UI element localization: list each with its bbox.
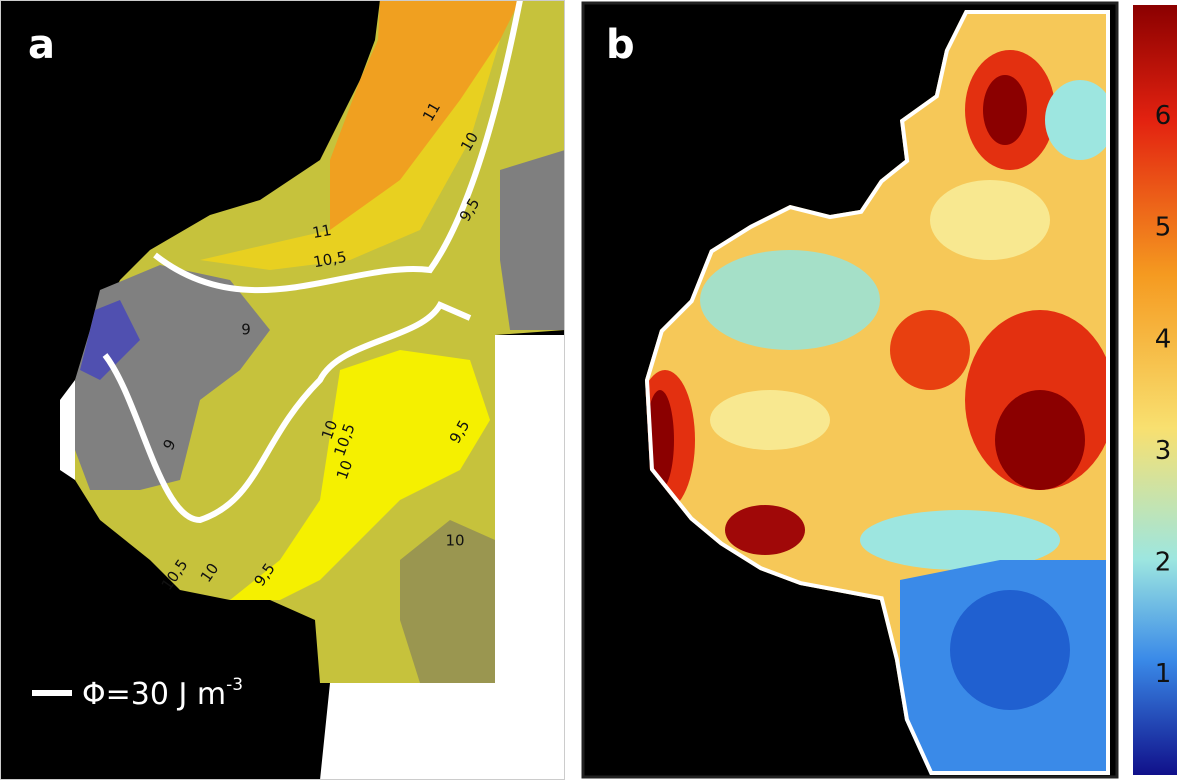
colorbar-tick-label: 5 <box>1155 213 1172 243</box>
contour-label: 9 <box>241 321 251 339</box>
panel-label: b <box>606 22 635 68</box>
legend-superscript: -3 <box>226 675 243 695</box>
figure: a Φ=30 J m-3 b 11109,51110,5991010, <box>0 0 1177 780</box>
colorbar-tick-label: 1 <box>1155 659 1172 689</box>
legend-main: Φ=30 J m <box>82 677 226 712</box>
field <box>725 505 805 555</box>
field <box>700 250 880 350</box>
zone <box>500 150 565 330</box>
field <box>930 180 1050 260</box>
field <box>950 590 1070 710</box>
panel-label: a <box>28 22 55 68</box>
legend-text: Φ=30 J m-3 <box>82 675 243 712</box>
panel-a: a Φ=30 J m-3 <box>0 0 565 780</box>
field <box>983 75 1027 145</box>
contour-label: 11 <box>311 221 333 242</box>
field <box>890 310 970 390</box>
colorbar-tick-label: 4 <box>1155 324 1172 354</box>
panel-b: b <box>583 0 1117 780</box>
contour-label: 10 <box>445 532 464 550</box>
field <box>995 390 1085 490</box>
field <box>1045 80 1115 160</box>
colorbar-tick-label: 3 <box>1155 436 1172 466</box>
colorbar-tick-label: 6 <box>1155 101 1172 131</box>
field <box>710 390 830 450</box>
colorbar-tick-label: 2 <box>1155 547 1172 577</box>
